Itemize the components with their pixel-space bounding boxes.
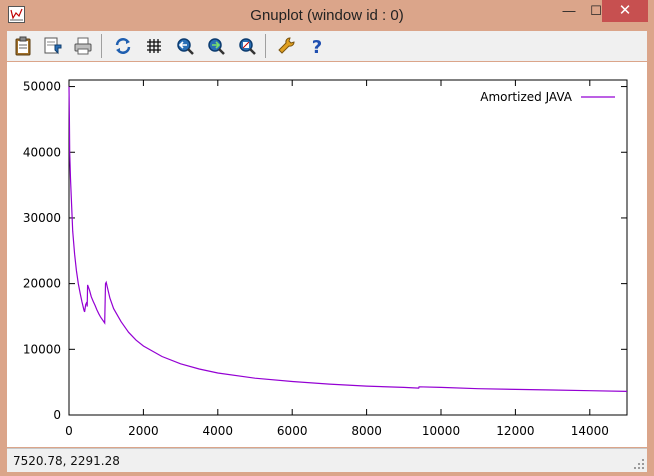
save-icon: [44, 37, 62, 55]
line-chart: 0 2000 4000 6000 8000 10000 12000 14000 0 10000 20…: [23, 79, 628, 438]
autoscale-button[interactable]: [235, 34, 259, 58]
zoom-next-button[interactable]: [204, 34, 228, 58]
zoom-previous-button[interactable]: [173, 34, 197, 58]
plot-border: [68, 79, 628, 416]
window-title: Gnuplot (window id : 0): [250, 7, 404, 24]
legend-label: Amortized JAVA: [480, 90, 573, 104]
status-bar: 7520.78, 2291.28: [7, 448, 647, 472]
toolbar-separator: [101, 34, 102, 58]
x-tick-label: 0: [65, 424, 73, 438]
wrench-icon: [278, 37, 295, 54]
printer-icon: [74, 37, 92, 55]
grid-button[interactable]: [142, 34, 166, 58]
y-tick-label: 30000: [23, 211, 61, 225]
options-button[interactable]: [274, 34, 298, 58]
x-tick-label: 8000: [351, 424, 382, 438]
x-tick-label: 14000: [571, 424, 609, 438]
x-tick-label: 4000: [203, 424, 234, 438]
resize-grip-icon[interactable]: [633, 458, 645, 470]
close-button[interactable]: ✕: [602, 0, 648, 22]
replot-button[interactable]: [111, 34, 135, 58]
x-tick-label: 12000: [496, 424, 534, 438]
mouse-coordinates-readout: 7520.78, 2291.28: [13, 454, 120, 468]
y-tick-label: 10000: [23, 342, 61, 356]
y-tick-label: 20000: [23, 277, 61, 291]
gnuplot-app-icon[interactable]: [8, 6, 25, 23]
chart-glyph-icon: [10, 8, 23, 21]
x-tick-label: 6000: [277, 424, 308, 438]
series-line: [68, 86, 628, 392]
y-tick-label: 0: [53, 408, 61, 422]
print-button[interactable]: [71, 34, 95, 58]
help-icon: ?: [312, 37, 322, 56]
title-bar[interactable]: Gnuplot (window id : 0) — ☐ ✕: [0, 0, 654, 30]
zoom-next-icon: [208, 38, 225, 55]
clipboard-icon: [15, 36, 31, 56]
autoscale-icon: [239, 38, 256, 55]
copy-to-clipboard-button[interactable]: [11, 34, 35, 58]
svg-text:?: ?: [312, 37, 322, 56]
zoom-previous-icon: [177, 38, 194, 55]
toolbar-separator: [265, 34, 266, 58]
x-tick-label: 2000: [128, 424, 159, 438]
minimize-button[interactable]: —: [562, 3, 576, 18]
x-tick-label: 10000: [422, 424, 460, 438]
maximize-button[interactable]: ☐: [590, 3, 602, 18]
toolbar: ?: [7, 31, 647, 61]
y-tick-label: 40000: [23, 145, 61, 159]
help-button[interactable]: ?: [305, 34, 329, 58]
y-tick-label: 50000: [23, 80, 61, 94]
refresh-icon: [115, 38, 131, 54]
save-button[interactable]: [41, 34, 65, 58]
plot-canvas[interactable]: 0 2000 4000 6000 8000 10000 12000 14000 0 10000 20…: [7, 62, 647, 447]
grid-icon: [147, 39, 161, 53]
